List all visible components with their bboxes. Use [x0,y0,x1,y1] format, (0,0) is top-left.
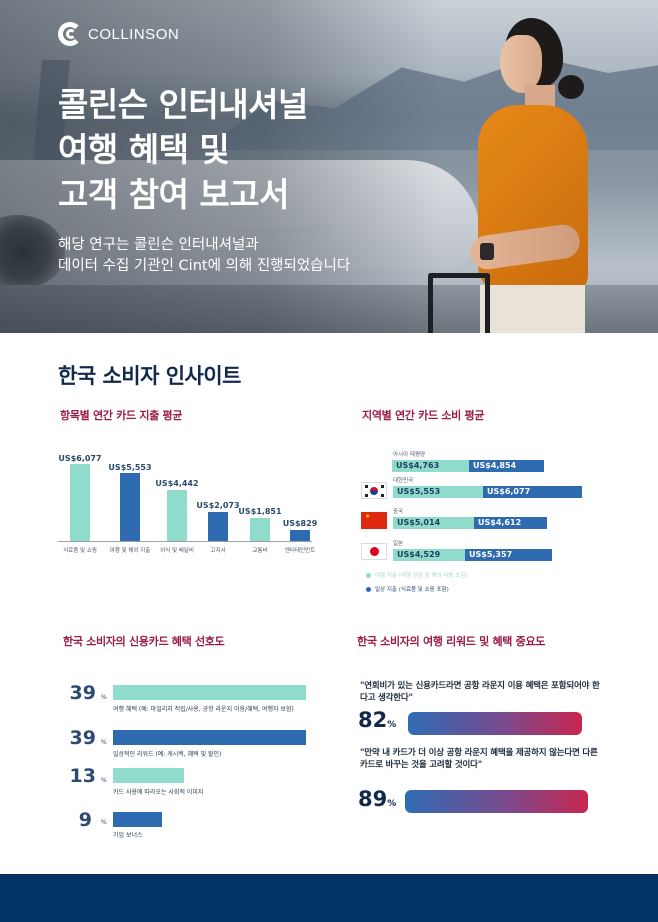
footer-band [0,874,658,922]
legend-daily: 일상 지출 (식료품 및 쇼핑 포함) [366,585,449,593]
report-title-line: 여행 혜택 및 [58,130,230,169]
report-subtitle-line: 데이터 수집 기관인 Cint에 의해 진행되었습니다 [58,258,351,274]
legend-dot-icon [366,572,371,578]
hero-overlay [0,0,440,333]
preference-bar [113,768,184,783]
preference-label: 가입 보너스 [113,832,143,839]
bar-dining [167,490,187,541]
bar-label: 엔터테인먼트 [284,548,316,554]
watch-icon [480,243,494,260]
hero-person-bun [558,75,584,99]
survey-pct-value: 82 [358,708,388,732]
region-label: 중국 [393,509,404,515]
survey-pct-unit: % [387,799,397,809]
region-bar-daily: US$4,612 [474,517,547,529]
preference-bar [113,685,306,700]
preference-bar [113,730,306,745]
bar-bills [208,512,228,541]
bar-value: US$5,553 [108,463,152,472]
chart-title-spend-by-region: 지역별 연간 카드 소비 평균 [362,409,485,422]
chart-title-spend-by-category: 항목별 연간 카드 지출 평균 [60,409,183,422]
report-title: 콜린슨 인터내셔널 여행 혜택 및 고객 참여 보고서 [58,82,308,217]
report-subtitle: 해당 연구는 콜린슨 인터내셔널과 데이터 수집 기관인 Cint에 의해 진행… [58,235,350,277]
china-flag-icon: ★ [361,512,387,529]
suitcase-handle-icon [428,273,490,333]
survey-pct: 82% [358,708,396,732]
chart-baseline [58,541,312,542]
chart-title-benefit-preference: 한국 소비자의 신용카드 혜택 선호도 [63,635,225,648]
pct-unit: % [101,739,107,746]
pct-unit: % [101,819,107,826]
preference-label: 여행 혜택 (예: 마일리지 적립/사용, 공항 라운지 이용/혜택, 여행자 … [113,706,294,713]
legend-travel: 여행 지출 (여행 관련 및 해외 사용 포함) [366,571,467,579]
chart-title-travel-importance: 한국 소비자의 여행 리워드 및 혜택 중요도 [357,635,546,648]
hero-person-pants [480,285,585,333]
region-bar-daily: US$6,077 [483,486,582,498]
bar-value: US$829 [282,519,318,528]
bar-entertainment [290,530,310,541]
bar-travel [120,473,140,541]
bar-value: US$4,442 [155,479,199,488]
bar-value: US$1,851 [238,507,282,516]
bar-groceries [70,464,90,541]
survey-quote: "연회비가 있는 신용카드라면 공항 라운지 이용 혜택은 포함되어야 한다고 … [360,681,600,703]
region-bar-travel: US$4,763 [392,460,469,472]
bar-label: 식료품 및 쇼핑 [63,548,97,554]
region-bar-travel: US$5,553 [393,486,483,498]
survey-gradient-bar [405,790,588,813]
region-label: 일본 [393,541,404,547]
pct-value: 39 [69,727,96,749]
preference-label: 카드 사용에 따라오는 사회적 이미지 [113,789,204,796]
bar-label: 여행 및 해외 지출 [109,548,151,554]
preference-label: 일상적인 리워드 (예: 캐시백, 혜택 및 할인) [113,751,222,758]
survey-quote: "만약 내 카드가 더 이상 공항 라운지 혜택을 제공하지 않는다면 다른 카… [360,748,598,770]
bar-label: 고지서 [210,548,226,554]
legend-label: 일상 지출 (식료품 및 쇼핑 포함) [375,587,449,593]
bar-value: US$6,077 [58,454,102,463]
region-bar-travel: US$5,014 [393,517,474,529]
survey-pct-unit: % [387,720,397,730]
region-label: 아시아 태평양 [393,452,426,458]
collinson-logo: COLLINSON [58,22,179,46]
preference-bar [113,812,162,827]
survey-gradient-bar [408,712,582,735]
legend-label: 여행 지출 (여행 관련 및 해외 사용 포함) [375,573,468,579]
legend-dot-icon [366,586,371,592]
pct-value: 39 [69,682,96,704]
pct-unit: % [101,777,107,784]
report-subtitle-line: 해당 연구는 콜린슨 인터내셔널과 [58,237,259,253]
region-bar-daily: US$4,854 [469,460,544,472]
pct-value: 13 [69,765,96,787]
region-bar-travel: US$4,529 [393,549,465,561]
collinson-logo-icon [58,22,82,46]
bar-value: US$2,073 [196,501,240,510]
hero-person-face [500,35,542,93]
korea-flag-icon [361,482,387,499]
hero-banner [0,0,658,333]
survey-pct-value: 89 [358,787,388,811]
section-title: 한국 소비자 인사이트 [58,364,242,388]
pct-value: 9 [78,809,92,831]
region-bar-daily: US$5,357 [465,549,552,561]
japan-flag-icon [361,543,387,560]
bar-label: 교통비 [252,548,268,554]
region-label: 대한민국 [393,478,414,484]
bar-label: 외식 및 배달비 [160,548,194,554]
report-title-line: 고객 참여 보고서 [58,175,289,214]
bar-transport [250,518,270,541]
survey-pct: 89% [358,787,396,811]
pct-unit: % [101,694,107,701]
logo-text: COLLINSON [88,25,180,43]
report-title-line: 콜린슨 인터내셔널 [58,85,308,124]
